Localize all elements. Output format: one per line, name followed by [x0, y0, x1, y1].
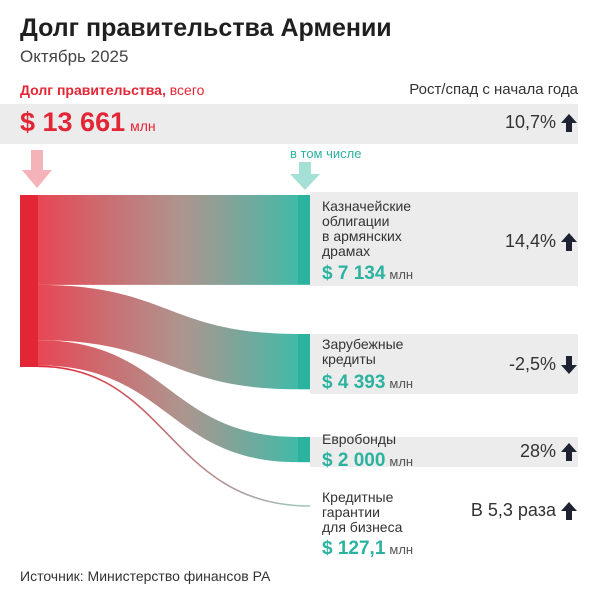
total-label-bold: Долг правительства, [20, 82, 166, 98]
total-unit: млн [130, 118, 156, 134]
band-eurobonds [310, 437, 578, 467]
value-eurobonds: $ 2 000 млн [322, 450, 413, 472]
sankey-flow-2 [38, 284, 298, 390]
growth-foreign-loans-value: -2,5% [508, 354, 556, 374]
value-foreign-loans-amount: $ 4 393 [322, 372, 386, 393]
total-label: Долг правительства, всего [20, 82, 204, 98]
source-arrow-icon [22, 150, 52, 188]
band-treasury [310, 192, 578, 286]
growth-treasury-value: 14,4% [504, 231, 556, 251]
arrow-down-icon [561, 355, 577, 374]
value-foreign-loans-unit: млн [389, 376, 414, 391]
label-guarantees-line-3: для бизнеса [322, 519, 403, 535]
arrow-up-icon [561, 113, 577, 132]
label-foreign-loans-line-2: кредиты [322, 351, 376, 367]
value-guarantees-unit: млн [389, 542, 414, 557]
chart-title: Долг правительства Армении [20, 14, 392, 42]
sankey-flow-4 [37, 365, 311, 507]
band-foreign-loans [310, 334, 578, 394]
label-guarantees-line-2: гарантии [322, 504, 380, 520]
value-treasury-amount: $ 7 134 [322, 263, 386, 284]
label-treasury-line-1: Казначейские [322, 198, 412, 214]
label-foreign-loans-line-1: Зарубежные [322, 336, 404, 352]
value-treasury-unit: млн [389, 267, 414, 282]
chart-subtitle: Октябрь 2025 [20, 47, 129, 66]
sankey-target-node-3 [298, 437, 310, 463]
arrow-up-icon [561, 232, 577, 251]
sankey-target-node-2 [298, 334, 310, 390]
label-treasury-line-2: облигации [322, 213, 390, 229]
growth-eurobonds-value: 28% [519, 441, 556, 461]
label-foreign-loans: Зарубежные кредиты [322, 337, 403, 367]
including-label: в том числе [290, 146, 362, 161]
growth-foreign-loans: -2,5% [509, 354, 578, 375]
sankey-flow-3 [38, 340, 298, 463]
value-guarantees: $ 127,1 млн [322, 538, 413, 560]
value-eurobonds-unit: млн [389, 454, 414, 469]
growth-header: Рост/спад с начала года [409, 81, 578, 98]
value-eurobonds-amount: $ 2 000 [322, 450, 386, 471]
label-treasury-line-4: драмах [322, 243, 371, 259]
label-eurobonds: Евробонды [322, 432, 396, 447]
value-foreign-loans: $ 4 393 млн [322, 372, 413, 394]
value-treasury: $ 7 134 млн [322, 263, 413, 285]
sankey-flow-1 [38, 195, 298, 285]
target-arrow-icon [290, 162, 320, 190]
source-note: Источник: Министерство финансов РА [20, 568, 271, 584]
sankey-target-node-1 [298, 195, 310, 285]
growth-eurobonds: 28% [520, 441, 578, 462]
growth-guarantees-value: В 5,3 раза [470, 500, 556, 520]
total-amount: $ 13 661 [20, 107, 126, 137]
value-guarantees-amount: $ 127,1 [322, 538, 386, 559]
total-band [0, 104, 578, 144]
total-label-rest: всего [165, 82, 205, 98]
total-growth-value: 10,7% [504, 112, 556, 132]
label-treasury-line-3: в армянских [322, 228, 402, 244]
sankey-source-node [20, 195, 38, 367]
growth-guarantees: В 5,3 раза [471, 500, 578, 521]
arrow-up-icon [561, 501, 577, 520]
total-growth: 10,7% [505, 112, 578, 133]
label-guarantees-line-1: Кредитные [322, 489, 394, 505]
label-eurobonds-line-1: Евробонды [322, 431, 397, 447]
label-treasury: Казначейские облигации в армянских драма… [322, 199, 411, 259]
arrow-up-icon [561, 442, 577, 461]
growth-treasury: 14,4% [505, 231, 578, 252]
label-guarantees: Кредитные гарантии для бизнеса [322, 490, 402, 535]
total-value: $ 13 661 млн [20, 107, 156, 138]
